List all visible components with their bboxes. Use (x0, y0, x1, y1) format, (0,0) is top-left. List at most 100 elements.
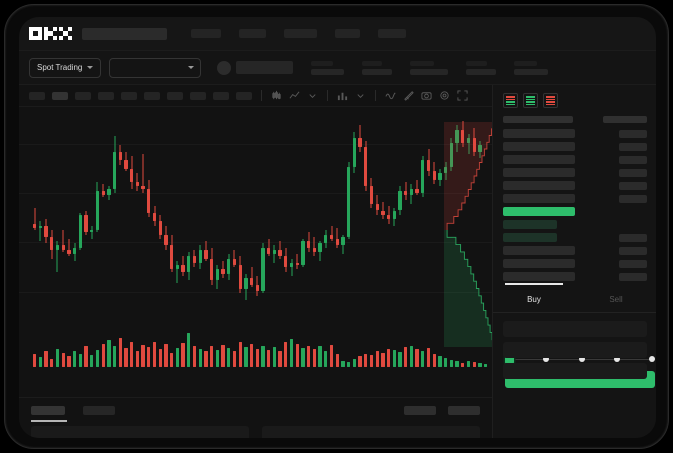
okx-logo[interactable] (29, 27, 72, 40)
candle-wick (136, 173, 138, 191)
header-nav-item-4[interactable] (335, 29, 360, 38)
orders-tab-2[interactable] (83, 406, 115, 415)
order-book-row[interactable] (503, 168, 647, 177)
candlestick (33, 107, 37, 312)
order-book-row[interactable] (503, 246, 647, 255)
trade-tab-buy[interactable]: Buy (493, 283, 575, 312)
volume-bar (346, 362, 351, 367)
line-chart-icon[interactable] (289, 90, 300, 101)
buy-side-view-icon[interactable] (523, 93, 538, 108)
order-book-row[interactable] (503, 272, 647, 281)
orders-action-2[interactable] (448, 406, 480, 415)
chart-type-dropdown-icon[interactable] (307, 90, 318, 101)
trade-tab-sell[interactable]: Sell (609, 295, 623, 304)
order-book-row[interactable] (503, 233, 647, 242)
sell-side-view-icon[interactable] (543, 93, 558, 108)
orders-action-1[interactable] (404, 406, 436, 415)
orders-tab-1[interactable] (31, 406, 65, 415)
pair-name[interactable] (236, 61, 294, 74)
trade-input-3[interactable] (503, 363, 647, 379)
volume-bar (198, 348, 202, 367)
candle-body (192, 256, 197, 263)
ticker-stat-value (466, 68, 497, 75)
search-input[interactable] (82, 27, 167, 40)
header-nav-item-2[interactable] (239, 29, 266, 38)
candle-wick (222, 260, 224, 279)
volume-bar (364, 353, 368, 367)
candle-body (472, 138, 476, 152)
candlestick (44, 107, 48, 312)
settings-gear-icon[interactable] (439, 90, 450, 101)
candlestick (426, 107, 431, 312)
candle-body (130, 169, 134, 183)
pair-select-dropdown[interactable] (109, 57, 202, 78)
candlestick (227, 107, 231, 312)
timeframe-button-5[interactable] (121, 91, 137, 100)
candlestick (432, 107, 436, 312)
order-book-price (503, 181, 575, 190)
order-book-price (503, 207, 575, 216)
drawing-tools-icon[interactable] (403, 90, 414, 101)
order-book-row[interactable] (503, 181, 647, 190)
ticker-stat-label (362, 60, 383, 66)
header-nav-item-5[interactable] (378, 29, 406, 38)
indicator-wave-icon[interactable] (385, 90, 396, 101)
timeframe-button-4[interactable] (98, 91, 114, 100)
order-book-amount (619, 155, 647, 164)
volume-bar (421, 350, 425, 367)
candle-wick (233, 249, 235, 268)
bar-chart-icon[interactable] (337, 90, 348, 101)
timeframe-button-1[interactable] (29, 91, 45, 100)
order-book-price (503, 259, 575, 268)
candlestick (50, 107, 54, 312)
candlestick (421, 107, 425, 312)
stepper-dot-4[interactable] (613, 356, 620, 362)
header-nav-item-1[interactable] (191, 29, 221, 38)
candlestick (295, 107, 299, 312)
timeframe-button-2[interactable] (52, 91, 68, 100)
header-nav-item-3[interactable] (284, 29, 317, 38)
camera-snapshot-icon[interactable] (421, 90, 432, 101)
volume-bar (50, 358, 54, 367)
order-book-row[interactable] (503, 129, 647, 138)
order-book-row[interactable] (503, 155, 647, 164)
trade-input-1[interactable] (503, 321, 647, 337)
timeframe-button-9[interactable] (213, 91, 229, 100)
stepper-dot-5[interactable] (649, 356, 655, 362)
price-chart[interactable] (19, 107, 492, 397)
indicator-dropdown-icon[interactable] (355, 90, 366, 101)
timeframe-button-10[interactable] (236, 91, 252, 100)
order-book-row[interactable] (503, 142, 647, 151)
market-type-dropdown[interactable]: Spot Trading (29, 57, 102, 78)
candle-body (147, 188, 151, 213)
order-book-row[interactable] (503, 220, 647, 229)
candle-wick (34, 208, 36, 231)
both-sides-view-icon[interactable] (503, 93, 518, 108)
timeframe-button-3[interactable] (75, 91, 91, 100)
candle-body (33, 223, 37, 228)
volume-bar (324, 350, 328, 367)
timeframe-button-7[interactable] (167, 91, 183, 100)
order-book-price (503, 272, 575, 281)
fullscreen-expand-icon[interactable] (457, 90, 468, 101)
chart-gridline (19, 193, 492, 195)
timeframe-button-8[interactable] (190, 91, 206, 100)
candlestick (398, 107, 402, 312)
orders-panel-box-1 (31, 426, 249, 438)
trade-input-2[interactable] (503, 342, 647, 358)
volume-bar (118, 337, 122, 367)
volume-bar (101, 343, 105, 367)
volume-bar (301, 347, 305, 367)
stepper-dot-2[interactable] (543, 356, 550, 362)
order-book-row[interactable] (503, 194, 647, 203)
candlestick-chart-icon[interactable] (271, 90, 282, 101)
candle-body (135, 182, 140, 187)
order-book-amount (619, 142, 647, 151)
order-book-row[interactable] (503, 259, 647, 268)
candlestick (324, 107, 328, 312)
candle-body (101, 190, 105, 196)
order-book-row[interactable] (503, 207, 647, 216)
stepper-dot-3[interactable] (578, 356, 585, 362)
orders-panel-box-2 (262, 426, 480, 438)
timeframe-button-6[interactable] (144, 91, 160, 100)
